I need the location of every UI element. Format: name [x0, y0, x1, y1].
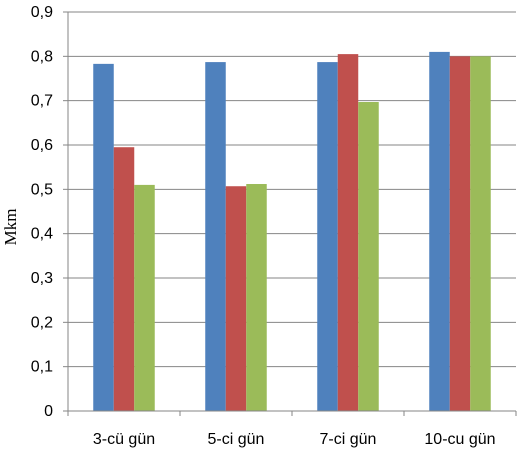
x-tick-label: 10-cu gün: [424, 431, 495, 448]
y-tick-label: 0,1: [31, 359, 53, 376]
y-tick-label: 0,7: [31, 93, 53, 110]
y-axis-title: Mkm: [1, 209, 20, 246]
y-tick-label: 0,8: [31, 48, 53, 65]
x-tick-label: 3-cü gün: [93, 431, 155, 448]
y-tick-labels: 0 0,1 0,2 0,3 0,4 0,5 0,6 0,7 0,8 0,9: [31, 4, 53, 420]
y-tick-label: 0,9: [31, 4, 53, 21]
bar: [134, 184, 155, 411]
bars: [93, 51, 491, 412]
bar: [449, 56, 471, 411]
bar: [470, 56, 491, 411]
bar: [337, 54, 359, 411]
y-tick-label: 0,4: [31, 226, 53, 243]
x-tick-label: 5-ci gün: [208, 431, 265, 448]
bar: [317, 62, 338, 411]
bar: [93, 63, 114, 412]
bar: [225, 186, 247, 411]
y-tick-label: 0,2: [31, 314, 53, 331]
y-tick-label: 0,6: [31, 137, 53, 154]
bar: [113, 147, 135, 411]
x-tick-labels: 3-cü gün 5-ci gün 7-ci gün 10-cu gün: [93, 431, 496, 448]
bar: [246, 184, 267, 411]
axes: [63, 11, 517, 416]
bar: [205, 62, 226, 411]
y-tick-label: 0,5: [31, 181, 53, 198]
bar: [358, 101, 379, 411]
y-tick-label: 0: [44, 403, 53, 420]
bar: [429, 51, 450, 412]
y-tick-label: 0,3: [31, 270, 53, 287]
x-tick-label: 7-ci gün: [320, 431, 377, 448]
